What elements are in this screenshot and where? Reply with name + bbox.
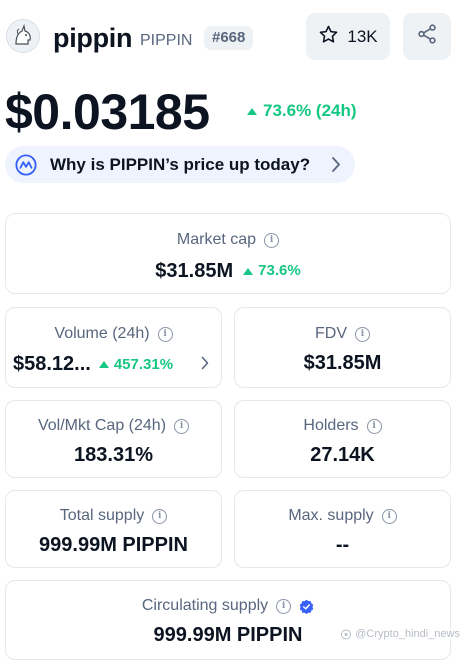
max-supply-card: Max. supply i -- — [234, 490, 451, 568]
info-icon[interactable]: i — [157, 326, 173, 342]
price-change-value: 73.6% (24h) — [263, 101, 357, 120]
total-supply-label: Total supply — [59, 507, 145, 524]
market-cap-change-value: 73.6% — [258, 262, 301, 279]
coin-name: pippin — [53, 23, 133, 53]
market-cap-change: 73.6% — [243, 259, 301, 283]
info-icon[interactable]: i — [355, 326, 370, 342]
volume-value: $58.12... — [13, 353, 91, 375]
volume-change: 457.31% — [98, 355, 174, 373]
watermark: @Crypto_hindi_news — [340, 628, 460, 640]
volume-label-row: Volume (24h) i — [6, 324, 221, 344]
volume-label: Volume (24h) — [54, 325, 150, 342]
info-icon[interactable]: i — [152, 508, 168, 524]
coin-header: pippin PIPPIN #668 13K — [0, 0, 466, 76]
market-cap-label: Market cap — [176, 231, 257, 248]
current-price: $0.03185 — [5, 84, 210, 140]
market-cap-label-row: Market cap i — [6, 230, 450, 250]
vol-mkt-cap-label: Vol/Mkt Cap (24h) — [37, 417, 167, 434]
max-supply-value: -- — [335, 534, 350, 556]
info-icon[interactable]: i — [174, 418, 190, 434]
info-icon[interactable]: i — [264, 232, 280, 248]
volume-card[interactable]: Volume (24h) i $58.12... 457.31% — [5, 307, 222, 388]
share-button[interactable] — [403, 13, 451, 60]
verified-badge-icon — [299, 599, 314, 614]
chevron-right-icon — [332, 157, 340, 172]
total-supply-label-row: Total supply i — [6, 506, 221, 526]
market-cap-value: $31.85M — [155, 260, 234, 282]
rank-badge: #668 — [204, 26, 254, 50]
triangle-up-icon — [98, 360, 109, 368]
vol-mkt-cap-card: Vol/Mkt Cap (24h) i 183.31% — [5, 400, 222, 478]
fdv-card: FDV i $31.85M — [234, 307, 451, 388]
info-icon[interactable]: i — [366, 418, 382, 434]
watermark-text: @Crypto_hindi_news — [355, 628, 460, 640]
max-supply-label: Max. supply — [288, 507, 374, 524]
vol-mkt-cap-value: 183.31% — [74, 444, 153, 466]
total-supply-value: 999.99M PIPPIN — [39, 534, 188, 556]
star-icon — [318, 24, 339, 50]
circulating-supply-label: Circulating supply — [141, 597, 269, 614]
info-icon[interactable]: i — [381, 508, 397, 524]
watchlist-count: 13K — [347, 26, 378, 46]
holders-label: Holders — [303, 417, 359, 434]
fdv-value: $31.85M — [303, 352, 382, 374]
why-pill-text: Why is PIPPIN’s price up today? — [50, 154, 311, 174]
price-change-24h: 73.6% (24h) — [247, 100, 357, 122]
coin-logo — [6, 19, 40, 53]
market-cap-value-row: $31.85M 73.6% — [6, 259, 450, 283]
fdv-label: FDV — [315, 325, 347, 342]
share-icon — [416, 23, 438, 50]
circulating-supply-label-row: Circulating supply i — [6, 596, 450, 616]
holders-value: 27.14K — [310, 444, 375, 466]
holders-label-row: Holders i — [235, 416, 450, 436]
circulating-supply-value: 999.99M PIPPIN — [153, 624, 303, 646]
total-supply-card: Total supply i 999.99M PIPPIN — [5, 490, 222, 568]
volume-change-value: 457.31% — [113, 355, 174, 373]
fdv-label-row: FDV i — [235, 324, 450, 344]
max-supply-label-row: Max. supply i — [235, 506, 450, 526]
holders-card: Holders i 27.14K — [234, 400, 451, 478]
watchlist-button[interactable]: 13K — [306, 13, 390, 60]
triangle-up-icon — [247, 107, 257, 115]
cmc-ai-icon — [15, 153, 37, 176]
triangle-up-icon — [243, 267, 254, 275]
coin-symbol: PIPPIN — [140, 32, 193, 49]
volume-value-row: $58.12... 457.31% — [13, 352, 173, 376]
circulating-supply-card: Circulating supply i 999.99M PIPPIN — [5, 580, 451, 660]
vol-mkt-cap-label-row: Vol/Mkt Cap (24h) i — [6, 416, 221, 436]
weibo-logo-icon — [341, 629, 352, 640]
chevron-right-icon — [201, 356, 209, 370]
why-price-up-button[interactable]: Why is PIPPIN’s price up today? — [5, 146, 355, 183]
market-cap-card: Market cap i $31.85M 73.6% — [5, 213, 451, 294]
info-icon[interactable]: i — [276, 598, 292, 614]
